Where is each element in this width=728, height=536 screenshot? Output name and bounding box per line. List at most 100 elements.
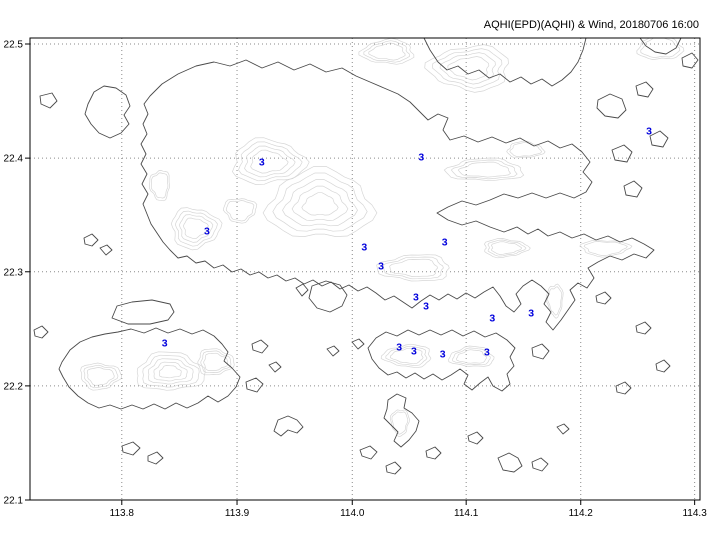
- terrain-contour: [389, 409, 410, 438]
- terrain-contour: [149, 170, 170, 202]
- island-coastline: [33, 325, 49, 339]
- terrain-contour: [222, 198, 258, 224]
- coastline-shenzhen-bay-shore: [423, 38, 587, 87]
- island-coastline: [531, 343, 550, 360]
- island-coastline: [635, 81, 654, 98]
- y-tick-label: 22.1: [4, 496, 24, 507]
- coastline-lantau-island: [58, 327, 241, 410]
- terrain-contour: [363, 40, 410, 63]
- station-value: 3: [442, 237, 448, 249]
- map-area: [33, 38, 699, 475]
- island-coastline: [385, 461, 402, 475]
- terrain-contour: [506, 140, 546, 159]
- island-coastline: [99, 244, 113, 256]
- terrain-contour: [153, 361, 188, 382]
- y-tick-label: 22.2: [4, 381, 24, 392]
- station-value: 3: [440, 349, 446, 361]
- terrain-contour: [238, 141, 303, 182]
- terrain-contour: [183, 217, 209, 240]
- island-coastline: [596, 93, 627, 119]
- x-tick-label: 113.9: [225, 508, 250, 519]
- x-tick-label: 114.1: [454, 508, 479, 519]
- station-value: 3: [423, 301, 429, 313]
- terrain-contour: [382, 256, 444, 280]
- island-coastline: [425, 446, 442, 460]
- island-coastline: [121, 441, 141, 456]
- terrain-contour: [443, 157, 525, 182]
- station-value: 3: [413, 292, 419, 304]
- terrain-contour: [447, 56, 490, 81]
- island-coastline: [251, 339, 269, 354]
- x-tick-label: 114.0: [340, 508, 365, 519]
- island-coastline: [655, 359, 671, 373]
- terrain-contour: [391, 411, 409, 435]
- terrain-contour: [262, 166, 378, 237]
- island-coastline: [556, 423, 570, 435]
- terrain-contour: [200, 350, 232, 374]
- coastline-shekou-peninsula: [84, 85, 131, 139]
- island-coastline: [635, 321, 652, 335]
- terrain-contour: [490, 241, 523, 255]
- station-value: 3: [528, 307, 534, 319]
- x-tick-label: 113.8: [110, 508, 135, 519]
- island-coastline: [595, 291, 612, 305]
- island-coastline: [359, 445, 378, 460]
- coastline-layer: [33, 38, 699, 475]
- terrain-contour: [547, 286, 563, 316]
- terrain-contour: [439, 52, 496, 85]
- island-coastline: [531, 457, 549, 472]
- terrain-contour: [170, 207, 223, 251]
- terrain-contour: [301, 192, 339, 216]
- coastline-airport-island: [111, 299, 175, 325]
- terrain-contour: [272, 172, 368, 232]
- terrain-contour: [150, 172, 169, 199]
- terrain-contour: [203, 352, 229, 371]
- island-coastline: [623, 180, 643, 198]
- terrain-contour: [583, 241, 628, 256]
- terrain-contour: [636, 38, 685, 60]
- x-tick-label: 114.2: [569, 508, 594, 519]
- island-coastline: [497, 452, 523, 473]
- terrain-contour: [148, 358, 194, 385]
- terrain-contour: [244, 145, 296, 178]
- coastline-hong-kong-island: [367, 329, 516, 392]
- terrain-contour: [457, 161, 511, 178]
- terrain-contour: [452, 347, 491, 366]
- station-value: 3: [489, 313, 495, 325]
- terrain-contour: [174, 210, 218, 247]
- terrain-contour: [159, 365, 182, 379]
- terrain-contour: [142, 354, 200, 388]
- terrain-contour: [483, 238, 531, 259]
- island-coastline: [467, 431, 484, 445]
- island-coastline: [326, 345, 340, 357]
- terrain-contour: [358, 38, 415, 65]
- terrain-contour: [136, 351, 206, 391]
- terrain-contour: [487, 239, 527, 257]
- terrain-contour: [368, 42, 406, 61]
- station-value: 3: [646, 125, 652, 137]
- station-value: 3: [396, 342, 402, 354]
- station-value: 3: [418, 152, 424, 164]
- terrain-contour: [250, 149, 289, 174]
- island-coastline: [615, 381, 632, 395]
- island-coastline: [649, 130, 669, 148]
- island-coastline-tsing-yi: [308, 280, 348, 313]
- terrain-contour: [450, 159, 518, 180]
- terrain-contour: [432, 48, 503, 89]
- y-tick-label: 22.5: [4, 40, 24, 51]
- station-value: 3: [411, 345, 417, 357]
- terrain-contour: [80, 362, 123, 391]
- terrain-contour: [424, 44, 509, 93]
- plot-title: AQHI(EPD)(AQHI) & Wind, 20180706 16:00: [484, 19, 699, 31]
- plot-frame: [29, 37, 701, 501]
- terrain-contour: [389, 258, 439, 277]
- terrain-contour: [83, 364, 119, 389]
- x-tick-label: 114.3: [682, 508, 707, 519]
- island-coastline: [295, 283, 309, 297]
- terrain-contour: [86, 367, 115, 386]
- axis-tick-layer: [25, 43, 696, 505]
- island-coastline: [611, 144, 633, 163]
- terrain-contour: [640, 38, 681, 58]
